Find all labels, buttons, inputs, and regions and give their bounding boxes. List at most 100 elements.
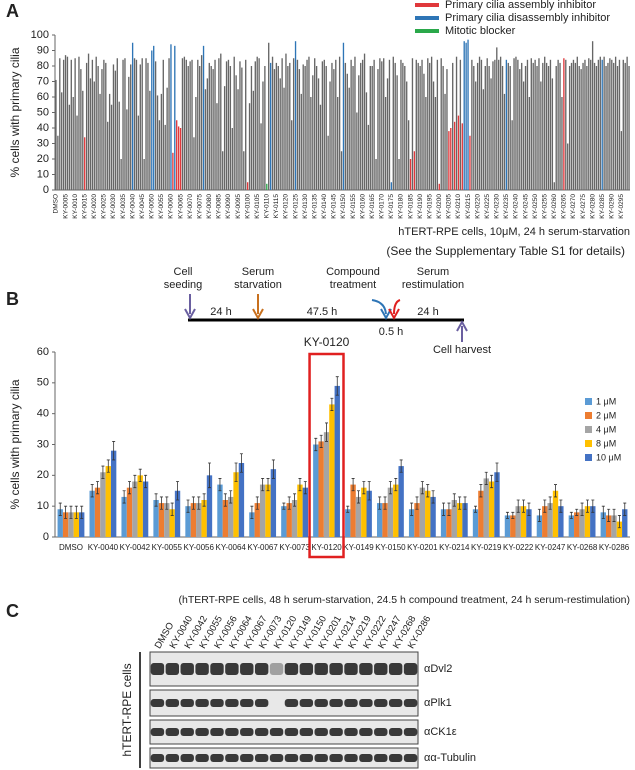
blot-band [329,663,343,675]
x-tick-label: KY-0105 [254,194,261,219]
blot-band [284,728,299,736]
x-tick-label: KY-0225 [484,194,491,219]
bar [429,62,431,190]
bar [387,487,394,537]
bar [176,120,178,190]
bar [110,450,117,537]
legend-swatch [585,412,592,419]
x-tick-label: KY-0130 [302,194,309,219]
blot-band [284,663,299,675]
bar [616,521,623,537]
bar [337,97,339,190]
bar [591,41,594,191]
bar [325,66,327,190]
bar [135,59,138,190]
bar [515,506,521,537]
bar [346,73,348,190]
bar [427,58,429,190]
bar [356,112,358,190]
bar [601,59,603,190]
bar [237,89,239,190]
bar [99,93,101,190]
bar [517,59,519,190]
bar [243,151,245,190]
bar [413,151,416,190]
error-bar [617,515,621,529]
x-tick-label: KY-0240 [513,194,520,219]
bar [444,93,446,190]
bar [273,69,276,190]
x-tick-label: KY-0085 [216,194,223,219]
blot-band [388,754,403,762]
bar [333,69,335,190]
bar [442,66,444,190]
bar [95,56,97,191]
blot-band [299,699,314,707]
blot-band [344,699,358,707]
error-bar [266,478,270,492]
bar [66,56,69,191]
bar [57,509,63,537]
error-bar [388,481,392,495]
x-tick-label: KY-0268 [567,543,598,552]
legend-label: 10 μM [596,452,621,462]
bar [199,66,201,190]
error-bar [383,496,387,510]
bar [229,66,232,190]
bar [308,56,310,191]
x-tick-label: KY-0042 [120,543,151,552]
error-bar [229,490,233,504]
bar [350,59,352,190]
x-tick-label: KY-0073 [279,543,310,552]
bar [128,76,130,190]
error-bar [64,505,68,519]
blot-band [374,754,388,762]
bar [252,90,255,190]
bar [595,66,598,190]
blot-band [299,663,314,675]
bar [584,59,586,190]
bar [473,66,475,190]
y-tick-label: 70 [37,75,49,87]
bar [388,59,391,190]
bar [120,159,122,190]
bar [55,79,57,190]
error-bar [80,505,84,519]
error-bar [623,502,627,516]
blot-band [374,663,388,675]
bar [605,515,612,537]
bar [467,39,469,191]
error-bar [159,496,163,510]
bar [216,103,218,190]
error-bar [207,462,211,489]
blot-band [150,728,165,736]
error-bar [367,481,371,501]
x-tick-label: KY-0075 [196,194,203,219]
error-bar [442,502,446,516]
bar [580,69,582,190]
error-bar [58,502,62,516]
bar [555,66,557,190]
bar [430,496,436,537]
x-tick-label: KY-0056 [184,543,215,552]
x-tick-label: KY-0070 [187,194,194,219]
bar [82,90,84,190]
bar [455,56,458,191]
bar [423,73,425,190]
bar [350,484,356,537]
bar [300,93,302,190]
blot-panel [149,651,419,687]
x-tick-label: KY-0145 [331,194,338,219]
bar [166,87,168,190]
bar [287,66,289,190]
bar [515,56,517,191]
arrow [388,299,401,321]
bar [415,59,417,190]
bar [411,58,414,190]
y-tick-label: 100 [31,29,49,41]
blot-band [254,754,269,762]
x-tick-label: KY-0080 [206,194,213,219]
legend-label: 4 μM [596,424,616,434]
blot-band [165,663,180,675]
